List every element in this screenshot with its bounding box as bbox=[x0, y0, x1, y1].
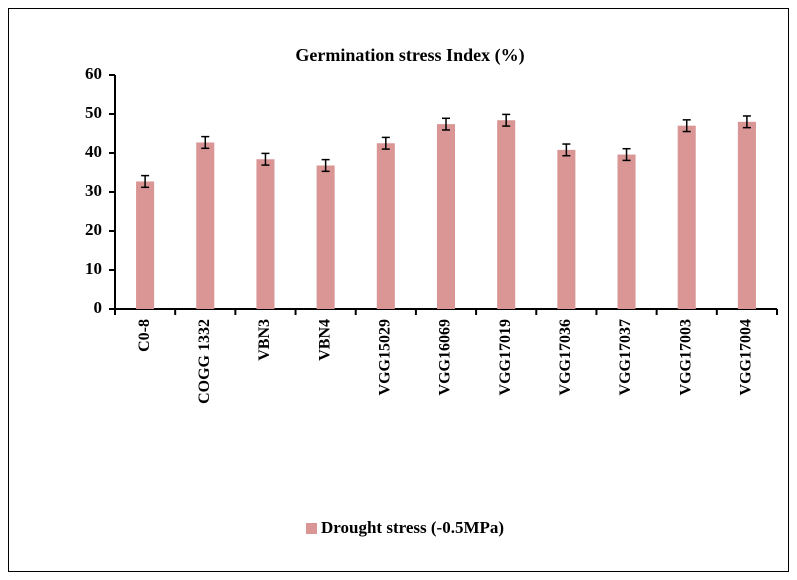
bar bbox=[617, 154, 636, 309]
y-tick-label: 60 bbox=[85, 64, 102, 83]
bar bbox=[376, 143, 395, 309]
x-tick-label: VBN4 bbox=[316, 319, 333, 361]
bar bbox=[196, 142, 215, 309]
x-tick-label: VGG17004 bbox=[738, 319, 755, 395]
legend-label: Drought stress (-0.5MPa) bbox=[321, 518, 504, 537]
bar bbox=[256, 159, 275, 309]
bar bbox=[677, 125, 696, 309]
chart-title: Germination stress Index (%) bbox=[295, 45, 524, 66]
bar bbox=[436, 124, 456, 309]
x-tick-label: C0-8 bbox=[136, 319, 153, 352]
y-tick-label: 30 bbox=[85, 181, 102, 200]
y-tick-label: 0 bbox=[94, 298, 103, 317]
x-tick-label: VGG16069 bbox=[437, 319, 454, 395]
y-tick-label: 10 bbox=[85, 259, 102, 278]
bar bbox=[316, 165, 335, 309]
x-tick-label: VGG17037 bbox=[617, 319, 634, 395]
x-tick-label: VBN3 bbox=[256, 319, 273, 361]
x-tick-label: VGG15029 bbox=[376, 319, 393, 395]
y-tick-label: 50 bbox=[85, 103, 102, 122]
chart-border bbox=[8, 8, 789, 572]
legend-swatch bbox=[306, 523, 317, 534]
y-tick-label: 40 bbox=[85, 142, 102, 161]
x-tick-label: COGG 1332 bbox=[196, 319, 213, 404]
bar bbox=[557, 149, 576, 309]
bar bbox=[136, 181, 155, 309]
x-tick-label: VGG17036 bbox=[557, 319, 574, 395]
x-tick-label: VGG17019 bbox=[497, 319, 514, 395]
y-tick-label: 20 bbox=[85, 220, 102, 239]
x-tick-label: VGG17003 bbox=[677, 319, 694, 395]
bar bbox=[737, 121, 756, 309]
bar bbox=[497, 120, 516, 310]
